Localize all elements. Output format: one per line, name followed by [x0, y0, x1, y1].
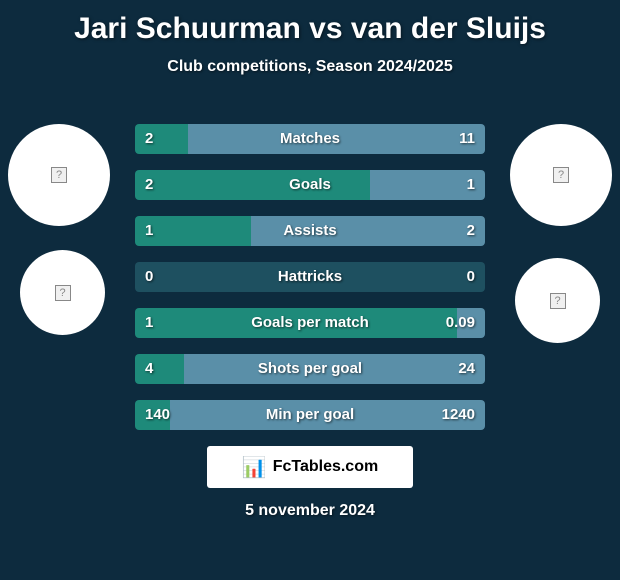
stat-value-right: 1240 — [442, 400, 475, 430]
stat-row: Goals per match1 0.09 — [135, 308, 485, 338]
avatar-player1-top: ? — [8, 124, 110, 226]
stat-value-right: 11 — [459, 124, 475, 154]
brand-box: 📊 FcTables.com — [207, 446, 413, 488]
stat-value-right: 2 — [467, 216, 475, 246]
stat-label: Shots per goal — [135, 354, 485, 384]
stat-value-right: 1 — [467, 170, 475, 200]
stat-value-left: 4 — [145, 354, 153, 384]
avatar-player1-bottom: ? — [20, 250, 105, 335]
stat-label: Assists — [135, 216, 485, 246]
stat-row: Assists1 2 — [135, 216, 485, 246]
stat-value-right: 0.09 — [446, 308, 475, 338]
stats-container: Matches211Goals21Assists12Hattricks00Goa… — [135, 124, 485, 446]
stat-label: Hattricks — [135, 262, 485, 292]
stat-row: Matches2 11 — [135, 124, 485, 154]
image-placeholder-icon: ? — [55, 285, 71, 301]
stat-row: Shots per goal4 24 — [135, 354, 485, 384]
avatar-player2-top: ? — [510, 124, 612, 226]
stat-label: Matches — [135, 124, 485, 154]
subtitle: Club competitions, Season 2024/2025 — [0, 58, 620, 76]
stat-value-left: 2 — [145, 124, 153, 154]
stat-value-left: 2 — [145, 170, 153, 200]
stat-value-left: 1 — [145, 308, 153, 338]
date-text: 5 november 2024 — [0, 502, 620, 520]
stat-row: Min per goal140 1240 — [135, 400, 485, 430]
stat-value-left: 140 — [145, 400, 170, 430]
avatar-player2-bottom: ? — [515, 258, 600, 343]
image-placeholder-icon: ? — [553, 167, 569, 183]
brand-text: FcTables.com — [273, 458, 379, 476]
stat-label: Min per goal — [135, 400, 485, 430]
stat-value-left: 0 — [145, 262, 153, 292]
stat-label: Goals per match — [135, 308, 485, 338]
page-title: Jari Schuurman vs van der Sluijs — [0, 0, 620, 46]
stat-value-right: 24 — [458, 354, 475, 384]
stat-row: Goals2 1 — [135, 170, 485, 200]
stat-value-right: 0 — [467, 262, 475, 292]
image-placeholder-icon: ? — [51, 167, 67, 183]
stat-row: Hattricks0 0 — [135, 262, 485, 292]
image-placeholder-icon: ? — [550, 293, 566, 309]
stat-value-left: 1 — [145, 216, 153, 246]
chart-icon: 📊 — [242, 455, 267, 480]
stat-label: Goals — [135, 170, 485, 200]
